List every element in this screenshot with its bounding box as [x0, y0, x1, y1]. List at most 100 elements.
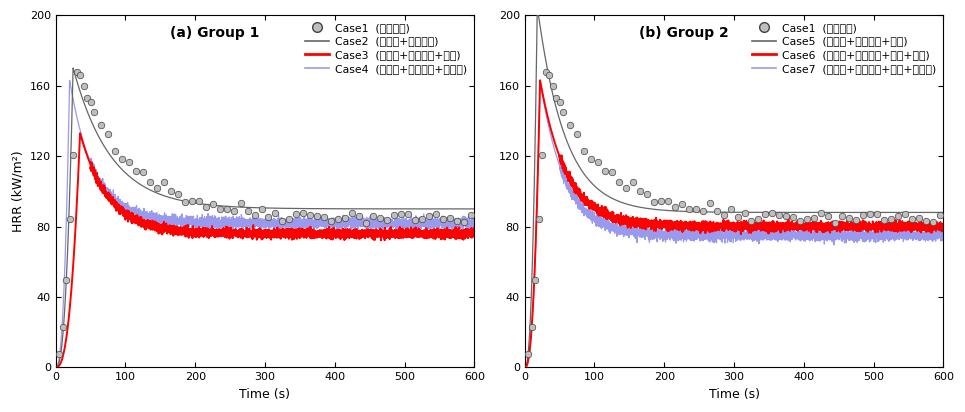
Point [372, 215, 388, 222]
Point [51, 351, 67, 357]
Point [303, 212, 318, 218]
Point [86, 109, 101, 116]
Point [660, 198, 676, 204]
Point [619, 185, 634, 191]
Point [911, 215, 926, 222]
Point [625, 179, 641, 185]
Point [723, 206, 738, 213]
Point [94, 122, 109, 128]
Point [667, 204, 682, 211]
Point [400, 211, 416, 218]
Point [604, 169, 620, 176]
Point [751, 216, 766, 222]
Point [212, 205, 228, 212]
Point [435, 216, 451, 222]
Point [358, 220, 373, 227]
Point [122, 159, 137, 166]
Point [611, 178, 626, 185]
Point [904, 216, 920, 222]
Point [310, 213, 325, 220]
Point [535, 152, 550, 159]
Point [891, 213, 906, 220]
Point [422, 213, 437, 220]
Text: (a) Group 1: (a) Group 1 [170, 26, 260, 40]
Point [709, 208, 725, 214]
Point [107, 147, 123, 154]
Point [261, 214, 276, 220]
Point [538, 69, 553, 76]
Point [835, 213, 850, 219]
Point [556, 109, 571, 116]
Point [730, 214, 745, 220]
Legend: Case1  (도막없음), Case5  (면닭기+아교포수+백토), Case6  (면닭기+아교포수+백토+뇰동), Case7  (면닭기+아교포수+백: Case1 (도막없음), Case5 (면닭기+아교포수+백토), Case6… [748, 19, 940, 78]
Point [59, 277, 74, 283]
Point [184, 198, 200, 204]
Point [331, 215, 346, 222]
Text: (b) Group 2: (b) Group 2 [639, 26, 729, 40]
Point [66, 152, 81, 159]
Point [379, 216, 395, 223]
Point [289, 211, 304, 218]
Point [177, 198, 192, 205]
X-axis label: Time (s): Time (s) [239, 388, 290, 401]
Point [591, 159, 606, 166]
Point [442, 215, 457, 222]
Point [366, 213, 381, 219]
Point [563, 122, 578, 128]
Point [828, 220, 843, 227]
Point [820, 212, 836, 219]
Point [267, 210, 283, 216]
Point [800, 215, 815, 222]
Point [407, 217, 423, 224]
Point [681, 205, 697, 212]
Point [72, 72, 88, 78]
Point [569, 130, 585, 137]
Point [552, 98, 567, 105]
Point [716, 212, 731, 219]
Point [463, 211, 479, 218]
Point [100, 130, 116, 137]
Point [737, 210, 753, 216]
Point [247, 212, 262, 219]
Point [524, 324, 539, 330]
Point [869, 211, 885, 218]
X-axis label: Time (s): Time (s) [708, 388, 759, 401]
Point [545, 83, 561, 89]
Point [848, 216, 864, 223]
Y-axis label: HRR (kW/m²): HRR (kW/m²) [12, 150, 24, 232]
Point [541, 72, 557, 78]
Point [597, 167, 613, 174]
Point [69, 69, 84, 76]
Point [925, 218, 941, 225]
Point [674, 200, 689, 207]
Point [919, 218, 934, 225]
Point [772, 212, 787, 218]
Point [233, 200, 248, 207]
Point [351, 212, 367, 219]
Point [653, 198, 669, 204]
Point [807, 215, 822, 221]
Point [647, 198, 662, 205]
Point [128, 167, 144, 174]
Point [883, 215, 898, 222]
Point [531, 216, 546, 223]
Point [863, 211, 878, 217]
Point [345, 210, 360, 216]
Point [449, 218, 464, 225]
Point [163, 188, 179, 195]
Point [520, 351, 536, 357]
Point [779, 213, 794, 220]
Point [764, 209, 780, 216]
Point [855, 212, 870, 218]
Point [386, 212, 401, 218]
Point [62, 216, 77, 223]
Point [792, 218, 808, 225]
Point [170, 190, 185, 197]
Point [219, 206, 234, 212]
Point [317, 214, 332, 220]
Point [295, 209, 311, 216]
Point [254, 206, 269, 213]
Point [240, 208, 256, 214]
Point [394, 211, 409, 217]
Point [198, 204, 213, 211]
